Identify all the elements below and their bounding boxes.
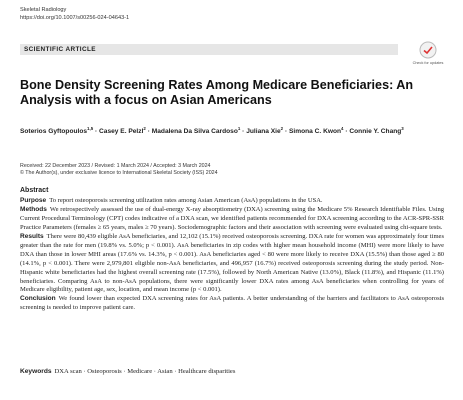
abstract: Abstract Purpose To report osteoporosis s… (20, 187, 444, 313)
section-label: Methods (20, 205, 47, 213)
author-separator: · (242, 128, 245, 136)
author-name: Casey E. Pelzl (99, 128, 144, 136)
badge-text: Check for updates (412, 60, 444, 65)
author-separator: · (147, 128, 150, 136)
author-affil: 4 (341, 126, 344, 131)
header: Skeletal Radiology https://doi.org/10.10… (20, 6, 129, 22)
section-text: There were 80,439 eligible AsA beneficia… (20, 232, 444, 294)
author-name: Soterios Gyftopoulos (20, 128, 88, 136)
section-text: To report osteoporosis screening utiliza… (49, 196, 323, 204)
journal: Skeletal Radiology (20, 7, 67, 13)
author-separator: · (284, 128, 288, 136)
dates: Received: 22 December 2023 / Revised: 1 … (20, 163, 211, 169)
abstract-section: Conclusion We found lower than expected D… (20, 295, 444, 313)
author-affil: 1 (237, 126, 241, 131)
keywords-label: Keywords (20, 368, 52, 375)
check-updates[interactable]: Check for updates (412, 41, 444, 65)
section-label: Results (20, 232, 44, 240)
section-label: SCIENTIFIC ARTICLE (20, 44, 398, 55)
authors: Soterios Gyftopoulos1,5 · Casey E. Pelzl… (20, 124, 440, 137)
abstract-section: Purpose To report osteoporosis screening … (20, 197, 444, 206)
author-affil: 2 (143, 126, 146, 131)
section-text: We retrospectively assessed the use of d… (20, 205, 444, 231)
abstract-section: Results There were 80,439 eligible AsA be… (20, 233, 444, 296)
section-text: We found lower than expected DXA screeni… (20, 295, 444, 312)
doi[interactable]: https://doi.org/10.1007/s00256-024-04643… (20, 15, 130, 21)
author-name: Connie Y. Chang (349, 128, 402, 136)
section-label: Purpose (20, 196, 47, 204)
dates-block: Received: 22 December 2023 / Revised: 1 … (20, 163, 445, 177)
author-name: Simona C. Kwon (289, 128, 342, 136)
keywords-text: DXA scan · Osteoporosis · Medicare · Asi… (54, 368, 236, 375)
keywords: Keywords DXA scan · Osteoporosis · Medica… (20, 368, 444, 375)
badge-icon (419, 41, 437, 59)
section-label: Conclusion (20, 295, 56, 303)
author-affil: 1,5 (87, 126, 94, 131)
author-affil: 2 (280, 126, 284, 131)
author-affil: 3 (401, 126, 404, 131)
author-name: Juliana Xie (246, 128, 281, 136)
title: Bone Density Screening Rates Among Medic… (20, 78, 414, 107)
abstract-heading: Abstract (20, 187, 49, 194)
author-separator: · (345, 128, 348, 136)
abstract-section: Methods We retrospectively assessed the u… (20, 206, 444, 233)
author-name: Madalena Da Silva Cardoso (151, 128, 238, 136)
author-separator: · (95, 128, 98, 136)
copyright: © The Author(s), under exclusive licence… (20, 170, 218, 176)
